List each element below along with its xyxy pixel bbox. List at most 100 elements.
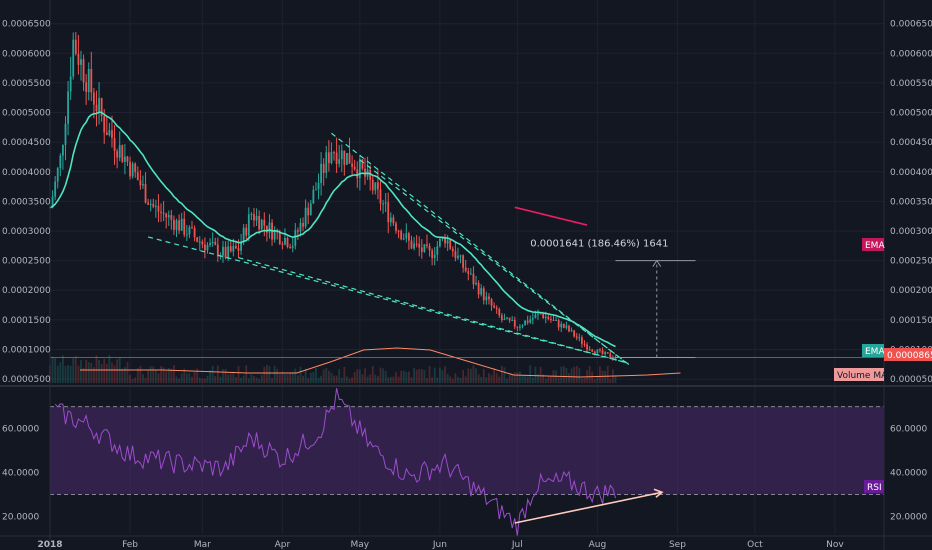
rsi-tag-text: RSI — [867, 483, 882, 493]
candle — [384, 193, 387, 212]
rsi-divergence-arrow — [514, 491, 663, 524]
volume-bar — [271, 378, 273, 383]
volume-bar — [343, 366, 346, 383]
candle — [426, 234, 428, 249]
volume-bar — [160, 366, 162, 383]
candle — [400, 229, 403, 241]
volume-bar — [387, 377, 390, 383]
candle — [113, 125, 116, 165]
candle-body — [593, 351, 596, 354]
candle — [253, 207, 255, 227]
ema-tag: EMA — [862, 238, 885, 251]
volume-ma-tag-text: Volume MA — [837, 371, 888, 381]
candle — [327, 140, 330, 172]
candle-body — [178, 220, 181, 231]
volume-bar — [374, 374, 377, 383]
candle-body — [588, 349, 591, 351]
candle-body — [154, 205, 157, 207]
volume-bar — [560, 366, 563, 383]
candle-body — [529, 319, 532, 323]
volume-bar — [214, 376, 217, 383]
candle-body — [500, 315, 503, 320]
candle-body — [111, 130, 113, 139]
rsi-tick-left: 40.0000 — [2, 468, 39, 478]
candle — [555, 316, 557, 321]
candle — [609, 351, 612, 358]
price-tick-left: 0.0005500 — [2, 79, 51, 89]
candle-body — [374, 182, 377, 191]
candle — [469, 268, 472, 275]
candle — [459, 254, 462, 264]
volume-bar — [315, 367, 317, 383]
candle — [508, 317, 511, 323]
rsi-divergence-arrow-head — [653, 488, 664, 498]
volume-bar — [82, 367, 85, 383]
candle — [568, 324, 570, 333]
volume-bar — [475, 368, 477, 383]
candle-body — [103, 116, 106, 133]
rsi-line — [54, 388, 616, 536]
volume-bar — [503, 367, 506, 383]
candle-body — [351, 163, 354, 167]
candle — [451, 246, 454, 257]
volume-bar — [544, 378, 547, 383]
trendline — [147, 236, 626, 364]
volume-bar — [578, 368, 581, 383]
candle — [392, 214, 395, 226]
candle — [118, 131, 121, 162]
candle — [552, 315, 555, 322]
candle-body — [265, 225, 268, 233]
volume-bar — [180, 373, 183, 383]
volume-bar — [333, 375, 335, 383]
volume-bar — [245, 365, 248, 383]
volume-bar — [539, 366, 542, 383]
candle-body — [82, 59, 85, 83]
candle-body — [469, 273, 472, 275]
candle-body — [268, 222, 271, 233]
candle-body — [539, 313, 542, 315]
candle — [524, 320, 526, 326]
price-tag-text: 0.0000865 — [887, 351, 932, 361]
candle — [56, 166, 59, 189]
candle-body — [436, 246, 439, 255]
candle — [250, 212, 253, 221]
candle — [547, 313, 550, 321]
candle-body — [418, 243, 421, 248]
candle-body — [446, 240, 449, 244]
volume-bar — [237, 366, 240, 383]
volume-bar — [224, 369, 227, 383]
candle — [152, 198, 155, 209]
candle — [307, 202, 310, 225]
candle-body — [495, 307, 498, 310]
price-tick-left: 0.0004000 — [2, 168, 51, 178]
volume-bar — [116, 359, 119, 383]
candle-body — [72, 39, 75, 77]
candle — [516, 326, 519, 332]
volume-bar — [588, 366, 591, 383]
volume-bar — [604, 370, 607, 383]
candle-body — [191, 227, 193, 229]
volume-bar — [209, 370, 211, 383]
candle — [214, 237, 217, 246]
volume-bar — [596, 376, 599, 383]
candle — [353, 159, 356, 171]
candle-body — [255, 216, 258, 221]
rsi-tick-right: 40.0000 — [890, 468, 927, 478]
price-tick-left: 0.0003500 — [2, 197, 51, 207]
candle-body — [371, 179, 374, 191]
candle — [606, 352, 609, 354]
volume-bar — [490, 374, 493, 383]
volume-bar — [330, 372, 333, 383]
candle-body — [361, 159, 364, 169]
candle-body — [431, 250, 434, 259]
candle-body — [325, 152, 328, 173]
volume-bar — [294, 368, 297, 383]
candle — [131, 161, 134, 179]
candle-body — [289, 246, 292, 248]
candle — [330, 142, 333, 165]
volume-bar — [371, 366, 374, 383]
candle — [454, 242, 457, 262]
candle-body — [129, 161, 131, 177]
time-tick: 2018 — [37, 540, 62, 550]
